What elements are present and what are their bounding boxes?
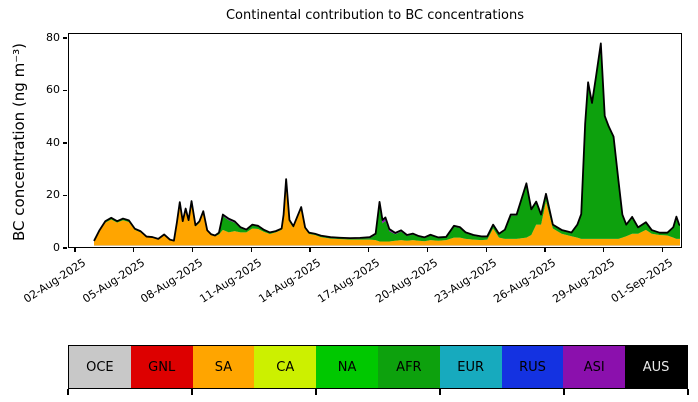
legend-item-ca: CA <box>254 346 317 388</box>
x-tick-label: 14-Aug-2025 <box>256 256 324 306</box>
y-tick-label: 60 <box>46 83 60 97</box>
x-tick-label: 23-Aug-2025 <box>432 256 500 306</box>
area-sa <box>94 181 680 246</box>
x-tick-mark <box>661 248 664 252</box>
legend-tick-mark <box>687 389 689 395</box>
legend-label: AFR <box>396 359 422 375</box>
x-tick-mark <box>485 248 487 252</box>
x-tick-mark <box>309 248 311 252</box>
legend-item-aus: AUS <box>625 346 687 388</box>
area-oce <box>94 245 680 246</box>
x-tick-label: 29-Aug-2025 <box>550 256 617 306</box>
legend-label: SA <box>214 359 233 375</box>
x-tick-label: 01-Sep-2025 <box>609 256 676 306</box>
legend-label: EUR <box>457 359 485 375</box>
y-tick-label: 40 <box>46 135 60 149</box>
legend-bar: OCE GNL SA CA NA AFR EUR RUS ASI AUS <box>68 345 688 389</box>
y-tick-label: 80 <box>46 30 60 44</box>
y-tick-mark <box>63 89 67 92</box>
x-tick-label: 20-Aug-2025 <box>373 256 441 306</box>
legend-label: OCE <box>86 359 114 375</box>
legend-item-na: NA <box>316 346 378 388</box>
legend-label: GNL <box>148 359 176 375</box>
y-tick-mark <box>63 194 67 197</box>
y-tick-mark <box>63 37 67 39</box>
legend-item-sa: SA <box>192 346 255 388</box>
total-outline <box>93 42 680 242</box>
legend-item-afr: AFR <box>377 346 440 388</box>
x-tick-label: 02-Aug-2025 <box>21 256 89 306</box>
y-tick-mark <box>63 142 67 144</box>
legend-label: NA <box>337 359 357 375</box>
legend-tick-mark <box>191 389 193 395</box>
area-afr <box>94 44 680 242</box>
stacked-area-svg <box>93 42 680 246</box>
x-tick-label: 26-Aug-2025 <box>491 256 559 306</box>
legend-label: AUS <box>642 359 670 375</box>
x-tick-mark <box>74 248 76 252</box>
legend-item-gnl: GNL <box>130 346 193 388</box>
x-tick-mark <box>426 248 429 252</box>
legend-label: CA <box>276 359 295 375</box>
legend-tick-mark <box>67 389 69 395</box>
x-tick-label: 11-Aug-2025 <box>197 256 265 306</box>
legend-item-rus: RUS <box>501 346 564 388</box>
x-tick-label: 05-Aug-2025 <box>80 256 147 306</box>
y-tick-label: 0 <box>53 241 60 254</box>
legend-label: RUS <box>519 359 546 375</box>
x-tick-mark <box>250 248 252 252</box>
x-tick-mark <box>133 248 135 252</box>
x-tick-mark <box>191 248 194 252</box>
y-tick-mark <box>63 247 67 249</box>
legend-tick-mark <box>563 389 565 395</box>
legend-tick-mark <box>315 389 317 395</box>
x-tick-mark <box>603 248 605 252</box>
legend-item-oce: OCE <box>69 346 131 388</box>
chart-title: Continental contribution to BC concentra… <box>225 8 525 23</box>
x-tick-label: 17-Aug-2025 <box>315 256 382 306</box>
legend-item-eur: EUR <box>439 346 502 388</box>
plot-area <box>68 33 682 248</box>
y-tick-label: 20 <box>46 188 60 202</box>
legend-item-asi: ASI <box>563 346 626 388</box>
x-tick-mark <box>544 248 546 252</box>
x-tick-mark <box>368 248 370 252</box>
legend-tick-mark <box>439 389 441 395</box>
x-tick-label: 08-Aug-2025 <box>138 256 206 306</box>
legend-label: ASI <box>583 359 605 375</box>
